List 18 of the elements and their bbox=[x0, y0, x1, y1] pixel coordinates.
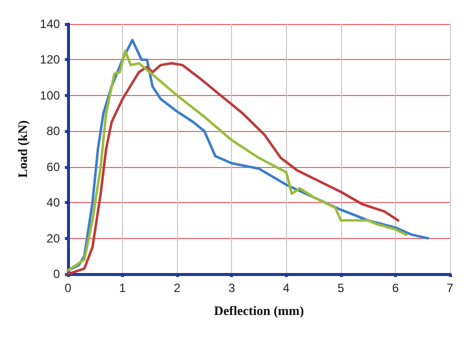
y-tick-label: 0 bbox=[53, 267, 60, 281]
x-tick-label: 6 bbox=[392, 281, 400, 295]
x-tick-label: 1 bbox=[119, 281, 126, 295]
x-tick-label: 5 bbox=[337, 281, 344, 295]
x-axis-title: Deflection (mm) bbox=[214, 303, 304, 318]
y-tick-label: 40 bbox=[46, 196, 60, 210]
y-tick-label: 100 bbox=[40, 88, 60, 102]
x-tick-label: 2 bbox=[174, 281, 181, 295]
x-tick-label: 4 bbox=[282, 281, 290, 295]
y-tick-label: 60 bbox=[46, 160, 60, 174]
y-tick-label: 80 bbox=[46, 124, 60, 138]
x-tick-label: 7 bbox=[446, 281, 454, 295]
y-tick-label: 120 bbox=[40, 52, 60, 67]
x-tick-label: 3 bbox=[228, 281, 236, 295]
x-tick-label: 0 bbox=[64, 281, 72, 295]
y-axis-title: Load (kN) bbox=[15, 120, 30, 178]
y-tick-label: 140 bbox=[40, 17, 60, 31]
y-tick-label: 20 bbox=[46, 231, 60, 246]
